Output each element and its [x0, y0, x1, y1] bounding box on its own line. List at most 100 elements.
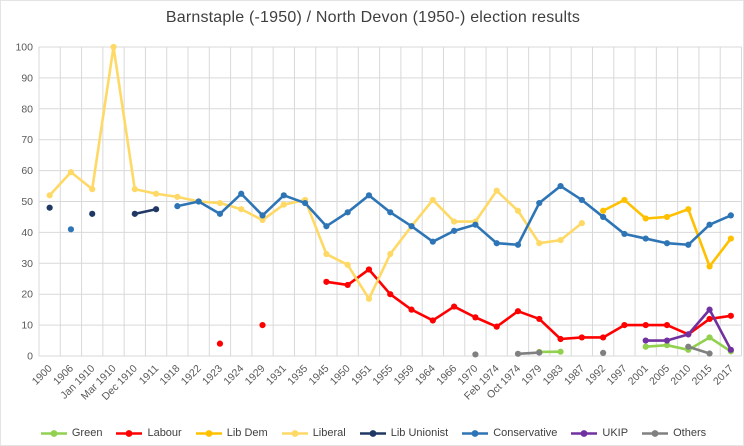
- series-point-liberal: [46, 192, 53, 199]
- series-point-labour: [493, 323, 500, 330]
- series-point-liberal: [152, 190, 160, 197]
- series-point-conservative: [493, 240, 500, 247]
- series-point-others: [685, 343, 692, 350]
- x-axis-tick-label: 1923: [200, 363, 225, 388]
- series-point-conservative: [472, 221, 479, 228]
- series-point-liberal: [110, 43, 117, 51]
- series-point-lib-unionist: [46, 204, 53, 211]
- y-axis-tick-label: 40: [21, 227, 33, 239]
- series-point-labour: [621, 322, 628, 329]
- x-axis-tick-label: 2015: [690, 363, 715, 388]
- series-line-liberal: [48, 45, 584, 301]
- x-axis-tick-label: 1922: [179, 363, 204, 388]
- series-point-conservative: [706, 221, 713, 228]
- series-point-labour: [323, 278, 330, 285]
- series-point-liberal: [131, 186, 138, 193]
- legend-label: Liberal: [312, 427, 346, 439]
- series-point-ukip: [663, 337, 671, 344]
- series-point-liberal: [514, 207, 522, 214]
- series-point-ukip: [685, 331, 692, 338]
- series-point-conservative: [280, 192, 287, 199]
- y-axis-tick-label: 70: [21, 134, 33, 146]
- series-point-conservative: [578, 196, 585, 204]
- series-point-conservative: [174, 203, 181, 210]
- x-axis-tick-label: 1964: [413, 363, 438, 388]
- series-point-green: [642, 343, 649, 350]
- series-point-conservative: [344, 209, 351, 216]
- series-point-labour: [216, 340, 224, 347]
- x-axis-tick-label: 2017: [711, 363, 736, 388]
- x-axis-tick-label: 1979: [519, 363, 544, 388]
- series-point-labour: [365, 266, 373, 273]
- x-axis-tick-label: 2005: [647, 363, 672, 388]
- series-point-liberal: [365, 295, 373, 302]
- series-point-conservative: [600, 213, 607, 221]
- series-point-lib-dem: [706, 263, 713, 270]
- y-axis-tick-label: 60: [21, 165, 33, 177]
- series-point-liberal: [216, 199, 224, 207]
- series-point-others: [706, 350, 713, 357]
- series-point-conservative: [387, 209, 394, 216]
- x-axis-tick-label: 1911: [137, 363, 162, 388]
- series-point-others: [472, 351, 479, 358]
- y-axis-tick-label: 50: [21, 196, 33, 208]
- legend-item-ukip: UKIP: [570, 427, 628, 439]
- legend-label: Lib Unionist: [390, 427, 449, 439]
- x-axis-tick-label: 1992: [583, 363, 608, 388]
- series-point-others: [536, 349, 543, 356]
- series-point-labour: [387, 291, 394, 298]
- series-point-labour: [536, 315, 543, 323]
- series-point-labour: [727, 312, 734, 319]
- series-point-labour: [578, 334, 585, 341]
- series-point-conservative: [429, 238, 436, 245]
- legend-label: Others: [673, 427, 707, 439]
- y-axis-tick-label: 80: [21, 103, 33, 115]
- series-point-labour: [663, 322, 671, 329]
- series-point-conservative: [621, 230, 628, 238]
- series-point-liberal: [429, 196, 436, 204]
- series-point-conservative: [216, 210, 224, 217]
- series-point-green: [557, 348, 564, 355]
- series-point-conservative: [259, 212, 266, 219]
- series-point-others: [600, 349, 607, 357]
- x-axis-tick-label: 1951: [349, 363, 374, 388]
- series-point-liberal: [323, 250, 330, 258]
- series-point-conservative: [67, 226, 75, 233]
- x-axis-tick-label: 1900: [30, 363, 55, 388]
- series-point-labour: [408, 306, 415, 313]
- series-point-conservative: [451, 227, 458, 234]
- legend-marker-icon-ukip: [571, 429, 598, 437]
- series-point-conservative: [642, 235, 649, 242]
- x-axis-tick-label: 1959: [392, 363, 417, 388]
- series-point-liberal: [493, 187, 500, 194]
- series-point-labour: [429, 317, 436, 324]
- legend-label: Labour: [147, 427, 182, 439]
- series-point-labour: [600, 334, 607, 341]
- legend-marker-icon-lib-dem: [195, 429, 222, 437]
- series-point-green: [706, 334, 713, 341]
- legend-marker-icon-labour: [116, 429, 143, 437]
- x-axis-tick-label: 2001: [626, 363, 651, 388]
- series-point-conservative: [557, 182, 564, 190]
- x-axis-tick-label: 1955: [370, 363, 395, 388]
- series-point-labour: [706, 315, 713, 323]
- y-axis-tick-label: 10: [21, 320, 33, 332]
- x-axis-tick-label: 1983: [541, 363, 566, 388]
- legend-item-labour: Labour: [115, 427, 182, 439]
- x-axis-tick-label: 1929: [243, 363, 268, 388]
- series-point-conservative: [663, 240, 671, 247]
- series-point-liberal: [451, 218, 458, 225]
- series-point-conservative: [238, 190, 245, 197]
- series-point-lib-dem: [727, 235, 734, 242]
- series-point-liberal: [238, 206, 245, 213]
- series-point-ukip: [706, 306, 713, 313]
- series-point-liberal: [259, 216, 266, 224]
- series-point-liberal: [67, 169, 75, 176]
- series-point-liberal: [557, 237, 564, 244]
- x-axis-tick-label: 1931: [264, 363, 289, 388]
- y-axis-tick-label: 0: [27, 351, 33, 363]
- series-point-labour: [514, 308, 522, 315]
- legend-item-liberal: Liberal: [281, 427, 346, 439]
- legend-marker-icon-liberal: [281, 429, 308, 437]
